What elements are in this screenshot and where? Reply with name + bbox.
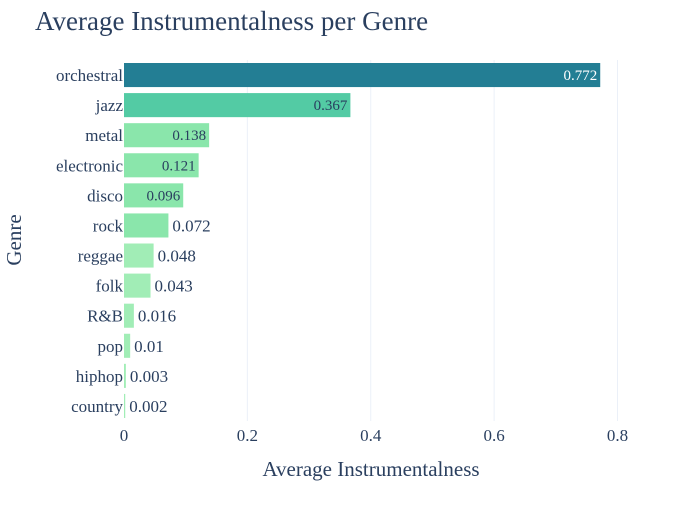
x-tick-label: 0.6	[483, 426, 504, 445]
bar	[124, 273, 151, 298]
data-label: 0.002	[129, 397, 167, 416]
data-label: 0.048	[158, 247, 196, 266]
bar	[124, 303, 134, 328]
bar	[124, 63, 601, 88]
bar	[124, 213, 169, 238]
y-tick-label: country	[71, 397, 123, 416]
data-label: 0.01	[134, 337, 164, 356]
data-label: 0.072	[172, 216, 210, 235]
y-tick-label: reggae	[78, 247, 123, 266]
y-tick-label: rock	[93, 216, 124, 235]
data-label: 0.043	[155, 277, 193, 296]
x-tick-label: 0.8	[607, 426, 628, 445]
y-tick-label: electronic	[56, 156, 123, 175]
data-label: 0.772	[563, 68, 597, 84]
bar	[124, 123, 210, 148]
y-tick-label: folk	[96, 277, 124, 296]
gridlines	[246, 60, 618, 421]
y-tick-label: jazz	[95, 96, 124, 115]
bars	[124, 63, 601, 418]
y-tick-label: orchestral	[56, 66, 123, 85]
x-axis-ticks: 0 0.2 0.4 0.6 0.8	[120, 426, 628, 445]
bar	[124, 333, 131, 358]
bar	[124, 393, 126, 418]
y-tick-label: disco	[87, 186, 123, 205]
y-tick-label: metal	[85, 126, 123, 145]
data-label: 0.003	[130, 367, 168, 386]
y-tick-label: pop	[98, 337, 124, 356]
data-label: 0.016	[138, 307, 176, 326]
data-label: 0.096	[146, 188, 180, 204]
x-tick-label: 0.2	[237, 426, 258, 445]
y-tick-label: hiphop	[76, 367, 123, 386]
y-axis-title: Genre	[2, 214, 26, 265]
y-axis-ticks: orchestral jazz metal electronic disco rock re…	[56, 66, 124, 416]
data-label: 0.121	[162, 158, 196, 174]
chart-title: Average Instrumentalness per Genre	[35, 6, 428, 36]
x-tick-label: 0	[120, 426, 129, 445]
bar	[124, 363, 126, 388]
x-tick-label: 0.4	[360, 426, 382, 445]
data-label: 0.367	[314, 98, 348, 114]
bar	[124, 183, 184, 208]
x-axis-title: Average Instrumentalness	[262, 457, 479, 481]
bar	[124, 93, 351, 118]
bar	[124, 243, 154, 268]
bar	[124, 153, 199, 178]
y-tick-label: R&B	[87, 307, 123, 326]
data-labels: 0.772 0.367 0.138 0.121 0.096 0.072 0.048 0.043…	[129, 68, 597, 416]
data-label: 0.138	[172, 128, 206, 144]
